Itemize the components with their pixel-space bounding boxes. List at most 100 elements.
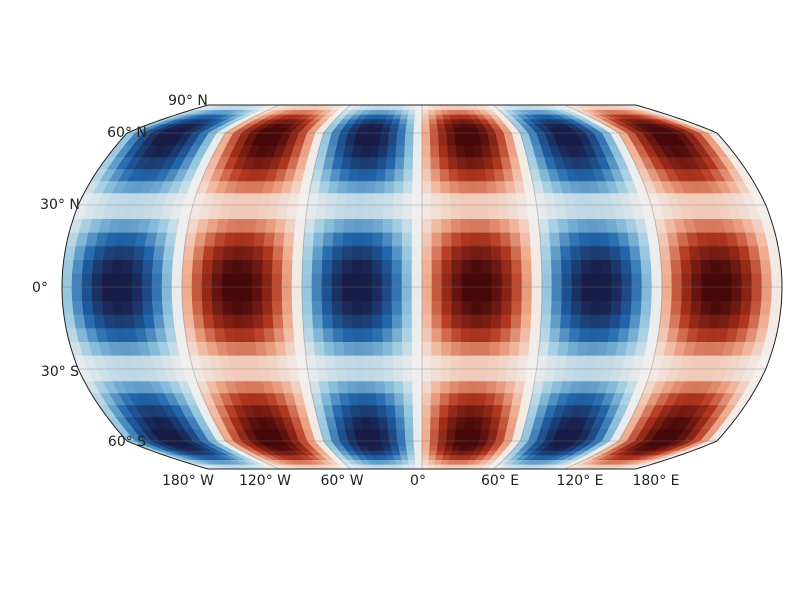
field-cell [143, 313, 156, 329]
field-cell [404, 132, 415, 146]
field-cell [412, 192, 423, 206]
field-cell [415, 463, 423, 469]
field-cell [710, 300, 722, 315]
field-cell [551, 272, 563, 288]
field-cell [191, 286, 203, 302]
field-cell [313, 341, 326, 356]
field-cell [731, 272, 743, 288]
field-cell [455, 416, 467, 430]
field-cell [62, 300, 75, 315]
field-cell [720, 259, 732, 274]
field-cell [439, 156, 450, 170]
field-cell [660, 259, 673, 274]
field-cell [82, 300, 95, 315]
field-cell [445, 105, 455, 110]
field-cell [406, 118, 416, 124]
field-cell [481, 259, 493, 274]
field-cell [346, 180, 358, 194]
field-cell [171, 272, 183, 288]
field-cell [451, 259, 463, 274]
field-cell [421, 156, 432, 170]
field-cell [580, 300, 593, 315]
field-cell [408, 459, 416, 465]
field-cell [232, 245, 245, 261]
field-cell [529, 327, 541, 343]
field-cell [549, 327, 561, 343]
field-cell [711, 286, 723, 302]
field-cell [71, 286, 83, 302]
field-cell [518, 341, 531, 356]
field-cell [639, 245, 652, 261]
field-cell [241, 259, 254, 274]
field-cell [412, 392, 423, 406]
field-cell [191, 300, 204, 315]
field-cell [132, 300, 144, 315]
field-cell [151, 300, 164, 315]
field-cell [361, 272, 373, 288]
field-cell [231, 259, 244, 274]
field-cell [668, 313, 682, 329]
field-cell [421, 428, 431, 442]
field-cell [568, 232, 581, 247]
field-cell [161, 300, 174, 315]
field-cell [517, 354, 529, 370]
field-cell [621, 286, 633, 302]
field-cell [519, 232, 532, 247]
field-cell [421, 218, 433, 233]
field-cell [431, 313, 443, 329]
field-cell [405, 123, 415, 129]
field-cell [421, 144, 432, 158]
field-cell [303, 232, 315, 247]
field-cell [621, 272, 633, 288]
field-cell [351, 300, 363, 315]
field-cell [382, 341, 394, 356]
field-cell [351, 105, 364, 110]
field-cell [363, 354, 375, 370]
field-cell [272, 245, 284, 261]
field-cell [112, 300, 124, 315]
field-cell [357, 105, 370, 110]
field-cell [400, 454, 409, 461]
field-cell [437, 128, 447, 134]
field-cell [431, 272, 443, 288]
field-cell [761, 272, 773, 288]
field-cell [342, 245, 354, 261]
field-cell [402, 204, 413, 219]
field-cell [412, 404, 423, 418]
field-cell [381, 272, 393, 288]
field-cell [701, 272, 713, 288]
field-cell [510, 105, 526, 110]
field-cell [474, 105, 487, 110]
field-cell [408, 105, 417, 110]
field-cell [323, 218, 336, 233]
field-cell [465, 156, 477, 170]
field-cell [468, 368, 480, 382]
field-cell [428, 459, 436, 465]
field-cell [394, 404, 405, 418]
field-cell [72, 259, 85, 274]
field-cell [438, 132, 448, 146]
field-cell [402, 380, 414, 394]
field-cell [398, 123, 408, 129]
field-cell [499, 341, 511, 356]
field-cell [338, 105, 352, 110]
field-cell [690, 259, 702, 274]
field-cell [611, 286, 623, 302]
field-cell [402, 463, 411, 469]
field-cell [460, 232, 472, 247]
field-cell [352, 232, 364, 247]
field-cell [439, 105, 448, 110]
field-cell [404, 144, 414, 158]
field-cell [594, 105, 614, 110]
field-cell [302, 245, 314, 261]
field-cell [394, 392, 405, 406]
field-cell [421, 132, 431, 146]
field-cell [491, 300, 503, 315]
field-cell [560, 300, 573, 315]
field-cell [599, 313, 612, 329]
field-cell [366, 168, 378, 182]
field-cell [460, 341, 472, 356]
field-cell [440, 204, 452, 219]
field-cell [367, 404, 379, 418]
